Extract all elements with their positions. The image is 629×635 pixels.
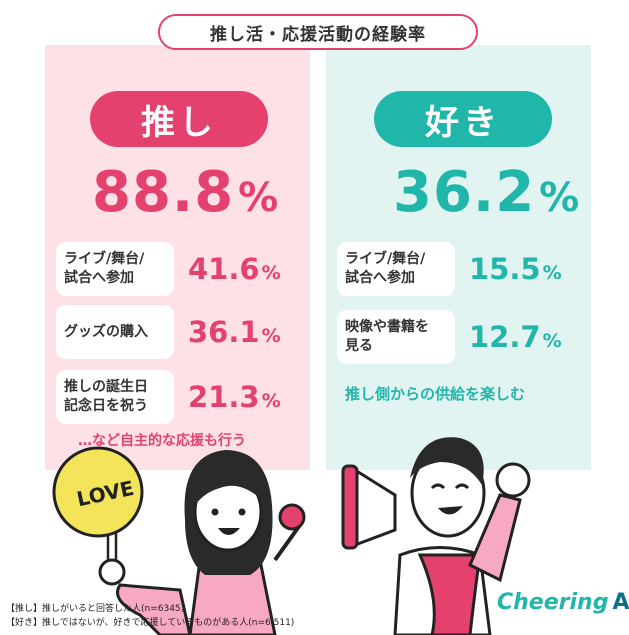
- oshi-item-goods: グッズの購入 36.1%: [56, 305, 281, 359]
- logo-suffix: AD: [612, 590, 629, 615]
- suki-item-label: ライブ/舞台/ 試合へ参加: [337, 242, 455, 296]
- boy-fan-icon: [341, 437, 531, 635]
- logo-main: Cheering: [497, 590, 609, 615]
- percent-sign: %: [238, 175, 279, 221]
- suki-item-label: 映像や書籍を 見る: [337, 310, 455, 364]
- suki-note: 推し側からの供給を楽しむ: [345, 385, 526, 403]
- suki-rate: 36.2 %: [393, 160, 579, 225]
- oshi-item-birthday: 推しの誕生日 記念日を祝う 21.3%: [56, 370, 281, 424]
- oshi-rate-value: 88.8: [92, 160, 235, 225]
- suki-item-live: ライブ/舞台/ 試合へ参加 15.5%: [337, 242, 562, 296]
- cheering-ad-logo: CheeringAD: [497, 590, 629, 615]
- suki-item-value: 12.7%: [469, 320, 562, 354]
- oshi-item-label: ライブ/舞台/ 試合へ参加: [56, 242, 174, 296]
- oshi-item-label: 推しの誕生日 記念日を祝う: [56, 370, 174, 424]
- oshi-label-badge: 推し: [90, 91, 268, 147]
- oshi-item-value: 41.6%: [188, 252, 281, 286]
- percent-sign: %: [542, 330, 562, 352]
- suki-rate-value: 36.2: [393, 160, 536, 225]
- girl-fan-icon: [98, 450, 306, 635]
- value-number: 12.7: [469, 320, 541, 354]
- percent-sign: %: [261, 325, 281, 347]
- oshi-item-value: 36.1%: [188, 315, 281, 349]
- value-number: 15.5: [469, 252, 541, 286]
- page-title: 推し活・応援活動の経験率: [158, 14, 478, 50]
- oshi-item-value: 21.3%: [188, 380, 281, 414]
- percent-sign: %: [542, 262, 562, 284]
- footnote-oshi: 【推し】推しがいると回答した人(n=6345): [6, 604, 185, 614]
- value-number: 21.3: [188, 380, 260, 414]
- suki-item-value: 15.5%: [469, 252, 562, 286]
- oshi-item-label: グッズの購入: [56, 305, 174, 359]
- suki-label-badge: 好き: [374, 91, 552, 147]
- oshi-item-live: ライブ/舞台/ 試合へ参加 41.6%: [56, 242, 281, 296]
- oshi-rate: 88.8 %: [92, 160, 278, 225]
- value-number: 41.6: [188, 252, 260, 286]
- percent-sign: %: [261, 390, 281, 412]
- footnote-suki: 【好き】推しではないが、好きで応援しているものがある人(n=6,511): [6, 618, 295, 628]
- oshi-note: …など自主的な応援も行う: [78, 433, 246, 449]
- value-number: 36.1: [188, 315, 260, 349]
- percent-sign: %: [539, 175, 580, 221]
- percent-sign: %: [261, 262, 281, 284]
- love-sign-icon: LOVE: [52, 446, 144, 582]
- suki-item-media: 映像や書籍を 見る 12.7%: [337, 310, 562, 364]
